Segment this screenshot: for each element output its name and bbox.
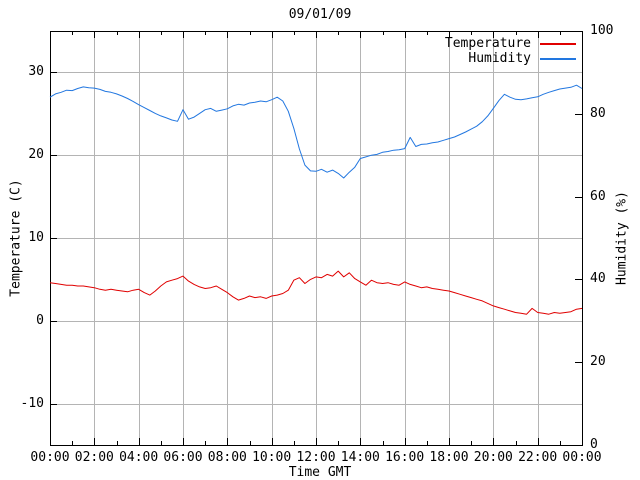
y-left-tick-label: 30 bbox=[28, 64, 44, 80]
y-axis-label-humidity: Humidity (%) bbox=[614, 191, 630, 285]
y-right-tick-label: 60 bbox=[590, 188, 606, 204]
series-line-temperature bbox=[49, 270, 583, 315]
x-tick-label: 22:00 bbox=[518, 450, 558, 465]
x-tick-label: 08:00 bbox=[207, 450, 247, 465]
y-right-tick-label: 40 bbox=[590, 271, 606, 287]
y-right-tick-label: 20 bbox=[590, 354, 606, 370]
legend-label-temperature: Temperature bbox=[444, 36, 531, 51]
legend-label-humidity: Humidity bbox=[468, 51, 531, 66]
x-tick-label: 18:00 bbox=[429, 450, 469, 465]
legend: Temperature Humidity bbox=[445, 36, 576, 66]
x-tick-label: 02:00 bbox=[74, 450, 114, 465]
y-left-tick-label: -10 bbox=[20, 395, 44, 411]
y-left-tick-label: 20 bbox=[28, 147, 44, 163]
x-axis-label: Time GMT bbox=[288, 465, 352, 480]
x-tick-label: 00:00 bbox=[30, 450, 70, 465]
x-tick-label: 16:00 bbox=[385, 450, 425, 465]
legend-item-humidity: Humidity bbox=[445, 51, 576, 66]
y-left-tick-label: 10 bbox=[28, 230, 44, 245]
legend-item-temperature: Temperature bbox=[445, 36, 576, 51]
legend-line-humidity-icon bbox=[540, 57, 576, 60]
x-tick-label: 12:00 bbox=[296, 450, 336, 465]
series-line-humidity bbox=[49, 84, 583, 179]
y-left-tick-label: 0 bbox=[36, 312, 44, 328]
x-tick-label: 06:00 bbox=[163, 450, 203, 465]
y-right-tick-label: 0 bbox=[590, 437, 598, 452]
chart-title: 09/01/09 bbox=[288, 7, 352, 22]
x-tick-label: 00:00 bbox=[562, 450, 602, 465]
y-right-tick-label: 100 bbox=[590, 23, 614, 38]
x-tick-label: 04:00 bbox=[119, 450, 159, 465]
x-tick-label: 20:00 bbox=[473, 450, 513, 465]
legend-line-temperature-icon bbox=[540, 42, 576, 45]
x-tick-label: 10:00 bbox=[252, 450, 292, 465]
x-tick-label: 14:00 bbox=[340, 450, 380, 465]
y-right-tick-label: 80 bbox=[590, 105, 606, 121]
